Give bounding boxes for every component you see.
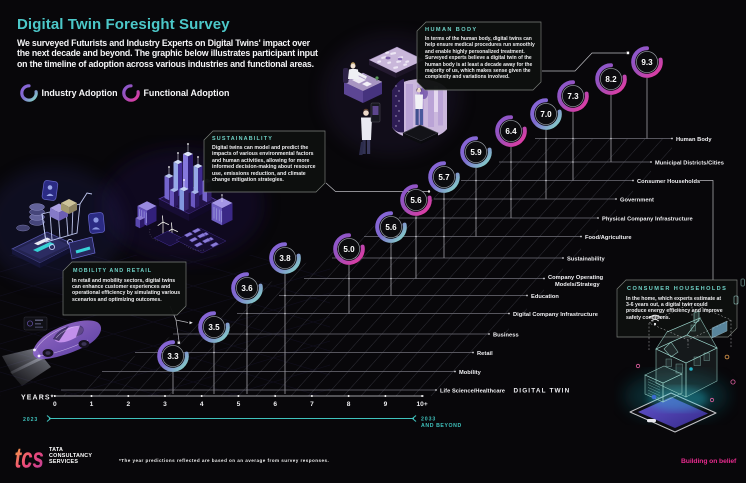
svg-text:Company Operating: Company Operating — [548, 275, 604, 281]
svg-text:5.6: 5.6 — [410, 196, 422, 205]
svg-text:Life Science/Healthcare: Life Science/Healthcare — [440, 388, 505, 394]
svg-text:7.0: 7.0 — [540, 110, 552, 119]
svg-text:7: 7 — [310, 401, 314, 408]
svg-text:10+: 10+ — [417, 401, 428, 408]
svg-text:2033: 2033 — [421, 417, 436, 423]
svg-text:Education: Education — [531, 294, 559, 300]
svg-text:5: 5 — [237, 401, 241, 408]
svg-text:1: 1 — [90, 401, 94, 408]
svg-text:Government: Government — [620, 197, 654, 203]
svg-text:3.6: 3.6 — [241, 284, 253, 293]
svg-text:2023: 2023 — [23, 417, 38, 423]
svg-text:3.3: 3.3 — [167, 352, 179, 361]
svg-text:Digital Company Infrastructure: Digital Company Infrastructure — [513, 312, 598, 318]
svg-text:5.9: 5.9 — [470, 148, 482, 157]
svg-text:Food/Agriculture: Food/Agriculture — [585, 235, 632, 241]
svg-text:4: 4 — [200, 401, 204, 408]
svg-text:0: 0 — [53, 401, 57, 408]
svg-text:5.6: 5.6 — [385, 223, 397, 232]
svg-text:Mobility: Mobility — [459, 370, 482, 376]
svg-text:Human Body: Human Body — [676, 137, 712, 143]
svg-text:DIGITAL TWIN: DIGITAL TWIN — [514, 388, 571, 395]
svg-text:6.4: 6.4 — [505, 127, 517, 136]
svg-text:2: 2 — [126, 401, 130, 408]
svg-text:9: 9 — [384, 401, 388, 408]
svg-text:3: 3 — [163, 401, 167, 408]
svg-text:3.5: 3.5 — [208, 323, 220, 332]
svg-text:Retail: Retail — [477, 351, 493, 357]
svg-text:AND BEYOND: AND BEYOND — [421, 423, 462, 429]
svg-text:tcs: tcs — [15, 442, 44, 474]
svg-text:5.7: 5.7 — [438, 173, 450, 182]
svg-text:8.2: 8.2 — [605, 75, 617, 84]
svg-text:Municipal Districts/Cities: Municipal Districts/Cities — [655, 160, 724, 166]
svg-text:Consumer Households: Consumer Households — [637, 179, 700, 185]
svg-text:6: 6 — [273, 401, 277, 408]
svg-text:Business: Business — [493, 332, 519, 338]
svg-text:3.8: 3.8 — [279, 254, 291, 263]
svg-text:5.0: 5.0 — [343, 245, 355, 254]
svg-text:8: 8 — [347, 401, 351, 408]
svg-text:9.3: 9.3 — [641, 58, 653, 67]
svg-text:Models/Strategy: Models/Strategy — [555, 282, 600, 288]
svg-text:7.3: 7.3 — [567, 92, 579, 101]
svg-text:Physical Company Infrastructur: Physical Company Infrastructure — [602, 216, 693, 222]
svg-text:YEARS*: YEARS* — [21, 395, 54, 402]
svg-text:Sustainability: Sustainability — [567, 256, 605, 262]
